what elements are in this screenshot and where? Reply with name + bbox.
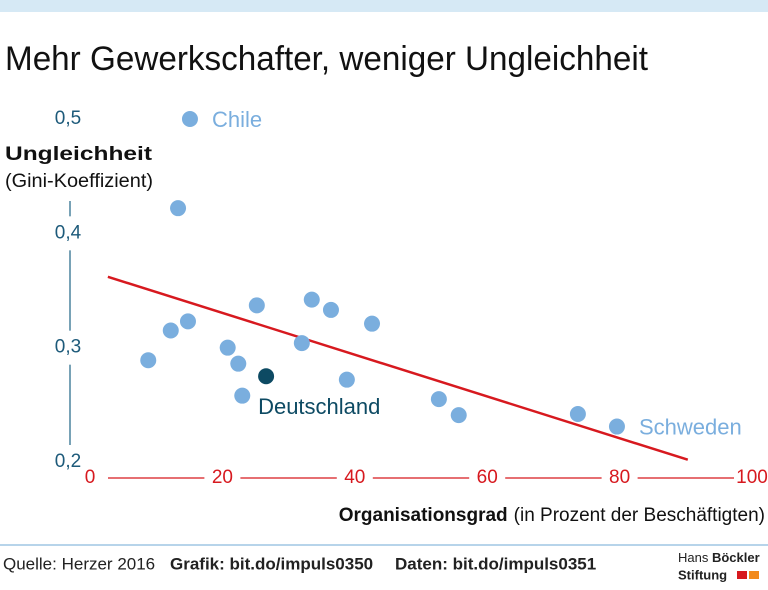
point [219,339,236,356]
point [170,200,187,217]
point [258,368,275,385]
x-tick-label: 60 [477,467,498,488]
point [230,355,247,372]
point [569,405,586,422]
point-label: Deutschland [258,394,380,419]
logo-hans: Hans [678,550,712,565]
point [162,322,179,339]
x-tick-label: 40 [344,467,365,488]
top-band [0,0,768,12]
point-label: Schweden [639,414,742,439]
y-tick-label: 0,4 [55,222,82,243]
point [234,387,251,404]
point [181,111,198,127]
point [338,371,355,388]
y-tick-label: 0,2 [55,451,81,472]
point [248,297,265,314]
y-tick-label: 0,3 [55,337,81,358]
logo-line1: Hans Böckler [678,550,760,565]
footer-graphic: Grafik: bit.do/impuls0350 [170,554,373,573]
point [322,301,339,318]
x-axis-title: Organisationsgrad (in Prozent der Beschäf… [339,505,765,526]
x-tick-label: 20 [212,467,233,488]
point [450,407,467,424]
logo-boeckler: Böckler [712,550,760,565]
x-tick-label: 0 [85,467,96,488]
y-axis-title: Ungleichheit [5,144,153,165]
point [608,418,625,435]
x-axis-title-sub: (in Prozent der Beschäftigten) [514,505,765,526]
logo-line2: Stiftung [678,567,727,582]
trend-line [107,275,689,461]
x-axis-title-main: Organisationsgrad [339,505,508,526]
x-tick-label: 80 [609,467,630,488]
point [179,313,196,330]
chart-title: Mehr Gewerkschafter, weniger Ungleichhei… [5,40,649,78]
footer-source: Quelle: Herzer 2016 [3,554,155,573]
logo-square [749,571,759,579]
logo-square [737,571,747,579]
footer-data: Daten: bit.do/impuls0351 [395,554,596,573]
point [303,291,320,308]
point [430,391,447,408]
y-axis-subtitle: (Gini-Koeffizient) [5,171,153,192]
point-label: Chile [212,107,262,132]
point [293,335,310,352]
point [364,315,381,332]
y-tick-label: 0,5 [55,108,81,129]
point [140,352,157,369]
x-tick-label: 100 [736,467,768,488]
